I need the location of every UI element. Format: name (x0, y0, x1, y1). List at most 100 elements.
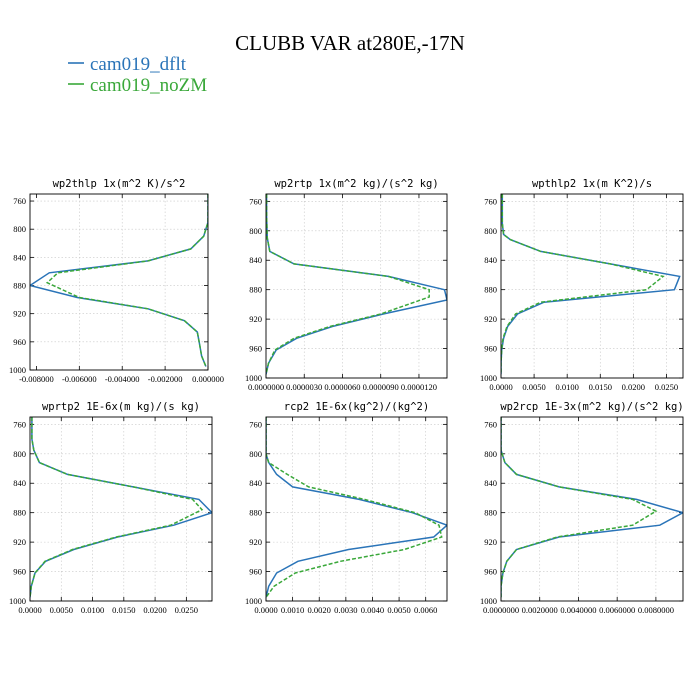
panel-title: rcp2 1E-6x(kg^2)/(kg^2) (284, 401, 429, 413)
y-tick-label: 1000 (9, 365, 26, 375)
x-tick-label: 0.0000000 (248, 382, 284, 392)
y-tick-label: 840 (13, 252, 26, 262)
panel-1: wp2thlp 1x(m^2 K)/s^2 760 800 840 880 920 960 1… (9, 178, 224, 384)
y-tick-label: 880 (484, 508, 497, 518)
panel-title: wp2thlp 1x(m^2 K)/s^2 (53, 178, 186, 190)
x-tick-label: 0.0150 (589, 382, 612, 392)
y-tick-label: 960 (13, 337, 26, 347)
y-tick-label: 760 (13, 419, 26, 429)
panel-5: rcp2 1E-6x(kg^2)/(kg^2) 760 800 840 880 920 96… (245, 401, 448, 615)
figure-title: CLUBB VAR at280E,-17N (235, 31, 465, 55)
x-tick-label: 0.0100 (81, 605, 104, 615)
plot-frame (500, 193, 684, 379)
series-line-cam019-noZM (501, 417, 658, 598)
series-line-cam019-noZM (266, 194, 430, 375)
legend-entry-nozm: cam019_noZM (90, 75, 207, 96)
series-line-cam019-noZM (45, 194, 208, 367)
x-tick-label: 0.0030 (334, 605, 357, 615)
plot-frame (265, 193, 448, 379)
x-tick-label: 0.0060000 (599, 605, 635, 615)
x-tick-label: 0.0000 (18, 605, 41, 615)
x-tick-label: 0.0100 (555, 382, 578, 392)
x-tick-label: 0.0200 (622, 382, 645, 392)
y-tick-label: 920 (13, 309, 26, 319)
x-tick-label: 0.0000060 (324, 382, 360, 392)
plot-frame (29, 193, 209, 371)
y-tick-label: 880 (13, 281, 26, 291)
x-tick-label: 0.0050 (50, 605, 73, 615)
x-tick-label: 0.0020000 (522, 605, 558, 615)
y-tick-label: 840 (249, 478, 262, 488)
x-tick-label: 0.000000 (192, 374, 224, 384)
y-tick-label: 1000 (9, 596, 26, 606)
series-line-cam019-dflt (266, 417, 447, 598)
panel-title: wp2rtp 1x(m^2 kg)/(s^2 kg) (274, 178, 438, 190)
panel-2: wp2rtp 1x(m^2 kg)/(s^2 kg) 760 800 840 880 92… (245, 178, 448, 392)
panel-title: wp2rcp 1E-3x(m^2 kg)/(s^2 kg) (500, 401, 683, 413)
x-tick-label: 0.0020 (308, 605, 331, 615)
series-line-cam019-dflt (30, 417, 212, 598)
x-tick-label: 0.0040 (361, 605, 384, 615)
y-tick-label: 920 (484, 314, 497, 324)
panel-3: wpthlp2 1x(m K^2)/s 760 800 840 880 920 960 100… (480, 178, 684, 392)
y-tick-label: 760 (484, 196, 497, 206)
y-tick-label: 1000 (480, 596, 497, 606)
x-tick-label: -0.002000 (148, 374, 183, 384)
x-tick-label: 0.0000000 (483, 605, 519, 615)
x-tick-label: 0.0080000 (638, 605, 674, 615)
y-tick-label: 840 (484, 478, 497, 488)
y-tick-label: 800 (484, 226, 497, 236)
x-tick-label: 0.0040000 (560, 605, 596, 615)
series-line-cam019-noZM (30, 417, 204, 598)
x-tick-label: 0.0060 (414, 605, 437, 615)
y-tick-label: 800 (249, 226, 262, 236)
x-tick-label: -0.006000 (62, 374, 97, 384)
y-tick-label: 920 (13, 537, 26, 547)
x-tick-label: 0.0000120 (401, 382, 437, 392)
legend: cam019_dflt cam019_noZM (68, 54, 207, 96)
y-tick-label: 1000 (245, 596, 262, 606)
x-tick-label: 0.0000 (489, 382, 512, 392)
x-tick-label: 0.0000090 (363, 382, 399, 392)
y-tick-label: 840 (13, 478, 26, 488)
y-tick-label: 880 (13, 508, 26, 518)
series-line-cam019-dflt (30, 194, 208, 367)
y-tick-label: 880 (484, 285, 497, 295)
y-tick-label: 920 (249, 537, 262, 547)
x-tick-label: 0.0250 (175, 605, 198, 615)
x-tick-label: 0.0050 (387, 605, 410, 615)
y-tick-label: 960 (249, 344, 262, 354)
x-tick-label: 0.0010 (281, 605, 304, 615)
y-tick-label: 800 (484, 449, 497, 459)
y-tick-label: 920 (484, 537, 497, 547)
y-tick-label: 960 (249, 567, 262, 577)
y-tick-label: 960 (484, 344, 497, 354)
x-tick-label: 0.0000 (254, 605, 277, 615)
y-tick-label: 880 (249, 285, 262, 295)
series-line-cam019-dflt (266, 194, 447, 375)
x-tick-label: 0.0000030 (286, 382, 322, 392)
x-tick-label: -0.008000 (19, 374, 54, 384)
legend-entry-dflt: cam019_dflt (90, 54, 187, 75)
y-tick-label: 800 (13, 224, 26, 234)
x-tick-label: -0.004000 (105, 374, 140, 384)
series-line-cam019-dflt (501, 417, 683, 598)
series-line-cam019-noZM (501, 194, 665, 375)
y-tick-label: 800 (249, 449, 262, 459)
y-tick-label: 760 (249, 419, 262, 429)
y-tick-label: 1000 (245, 373, 262, 383)
y-tick-label: 840 (484, 255, 497, 265)
y-tick-label: 800 (13, 449, 26, 459)
x-tick-label: 0.0050 (522, 382, 545, 392)
y-tick-label: 920 (249, 314, 262, 324)
panel-6: wp2rcp 1E-3x(m^2 kg)/(s^2 kg)760 800 840 88… (480, 401, 684, 615)
panel-title: wpthlp2 1x(m K^2)/s (532, 178, 652, 190)
series-line-cam019-noZM (266, 417, 443, 598)
x-tick-label: 0.0250 (655, 382, 678, 392)
y-tick-label: 960 (13, 567, 26, 577)
y-tick-label: 880 (249, 508, 262, 518)
x-tick-label: 0.0200 (143, 605, 166, 615)
panel-title: wprtp2 1E-6x(m kg)/(s kg) (42, 401, 200, 413)
